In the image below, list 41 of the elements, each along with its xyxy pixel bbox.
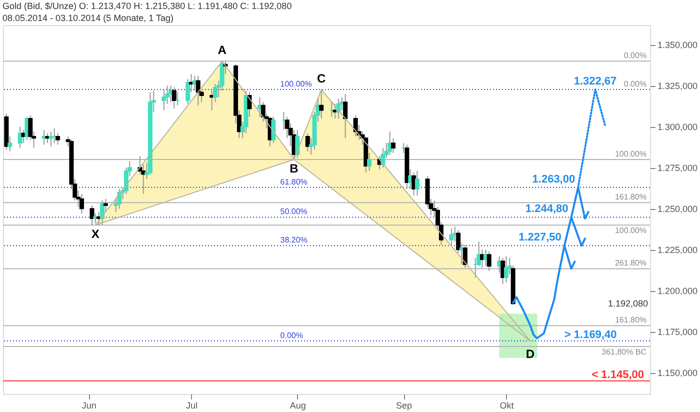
y-tick-label: 1.200,000 bbox=[658, 286, 698, 296]
annotation: 1.322,67 bbox=[574, 76, 617, 88]
annotation: D bbox=[526, 346, 535, 361]
x-tick-label: Sep bbox=[396, 400, 412, 410]
x-tick-label: Aug bbox=[290, 400, 306, 410]
annotation: 1.263,00 bbox=[532, 173, 576, 186]
annotation: B bbox=[290, 161, 299, 176]
chart-subtitle: 08.05.2014 - 03.10.2014 (5 Monate, 1 Tag) bbox=[2, 13, 174, 23]
annotation: 1.192,080 bbox=[608, 298, 648, 309]
y-tick-label: 1.350,000 bbox=[658, 40, 698, 50]
annotation: 50.00% bbox=[280, 207, 308, 216]
y-tick-label: 1.250,000 bbox=[658, 204, 698, 214]
y-tick-label: 1.150,000 bbox=[658, 368, 698, 378]
annotation: 1.227,50 bbox=[518, 232, 562, 244]
annotation: 0.00% bbox=[280, 330, 303, 340]
chart-title: Gold (Bid, $/Unze) O: 1.213,470 H: 1.215,380 L: 1.191,480 C: 1.192,080 bbox=[2, 1, 292, 11]
ref-line-label: < 1.145,00 bbox=[592, 368, 644, 381]
annotation: 0.00% bbox=[624, 51, 647, 60]
y-tick-label: 1.225,000 bbox=[658, 245, 698, 256]
annotation: 261.80% bbox=[614, 258, 647, 268]
x-tick-label: Jun bbox=[82, 400, 96, 410]
annotation: > 1.169,40 bbox=[564, 328, 617, 341]
annotation: X bbox=[91, 227, 100, 242]
annotation: 361,80% BC bbox=[602, 347, 647, 356]
annotation: 161.80% bbox=[614, 192, 647, 202]
y-tick-label: 1.175,000 bbox=[658, 327, 698, 338]
annotation: C bbox=[317, 72, 326, 86]
annotation: 61.80% bbox=[280, 177, 308, 186]
y-tick-label: 1.325,000 bbox=[658, 81, 698, 92]
annotation: 38.20% bbox=[280, 236, 308, 245]
y-tick-label: 1.275,000 bbox=[658, 163, 698, 174]
annotation: 0.00% bbox=[624, 80, 647, 88]
annotation: 161.80% bbox=[614, 316, 647, 325]
annotation: 100.00% bbox=[614, 226, 647, 236]
x-tick-label: Jul bbox=[186, 400, 198, 410]
annotation: A bbox=[218, 43, 227, 58]
annotation: 100.00% bbox=[614, 149, 647, 158]
y-tick-label: 1.300,000 bbox=[658, 122, 698, 132]
annotation: 100.00% bbox=[280, 80, 312, 88]
annotation: 1.244,80 bbox=[525, 203, 568, 216]
x-tick-label: Okt bbox=[500, 400, 514, 410]
